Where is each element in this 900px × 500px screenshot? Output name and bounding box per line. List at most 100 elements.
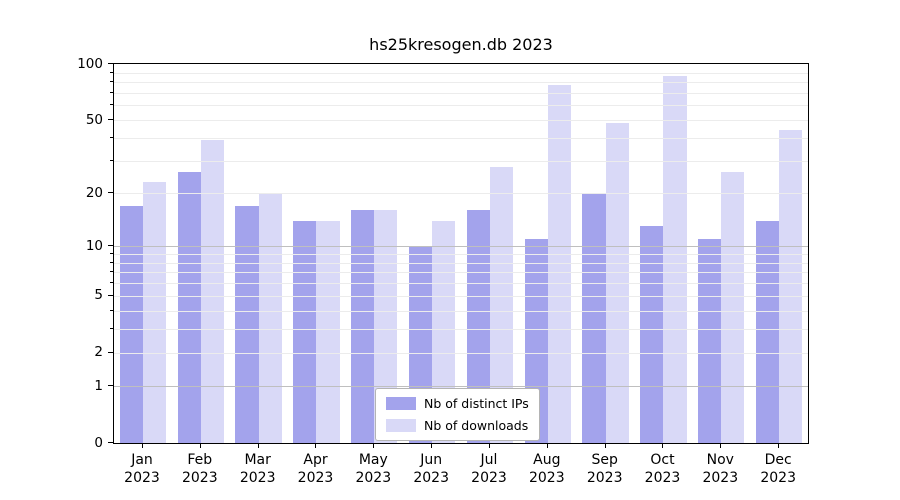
bar-distinct-ips — [698, 238, 722, 443]
x-tick — [373, 444, 375, 448]
bar-distinct-ips — [235, 205, 259, 443]
x-tick-label-nov: Nov 2023 — [691, 451, 749, 487]
y-tick — [108, 385, 113, 387]
x-tick-month: Jun — [420, 452, 443, 468]
x-tick — [315, 444, 317, 448]
y-tick — [108, 294, 113, 296]
bar-downloads — [258, 193, 282, 443]
y-tick-label-100: 100 — [77, 55, 103, 72]
x-tick — [720, 444, 722, 448]
y-tick — [108, 245, 113, 247]
y-tick — [108, 351, 113, 353]
x-tick — [488, 444, 490, 448]
x-tick-month: Jan — [131, 452, 153, 468]
gridline-5 — [114, 295, 808, 297]
x-tick — [662, 444, 664, 448]
y-tick-label-50: 50 — [85, 111, 103, 128]
gridline-2 — [114, 352, 808, 354]
x-tick-label-feb: Feb 2023 — [171, 451, 229, 487]
bar-distinct-ips — [351, 210, 375, 443]
x-tick — [141, 444, 143, 448]
x-tick-year: 2023 — [355, 470, 392, 486]
x-tick-year: 2023 — [760, 470, 796, 486]
y-tick — [108, 442, 113, 443]
gridline-10 — [114, 246, 808, 248]
y-minor-tick — [110, 81, 113, 83]
bar-downloads — [432, 220, 456, 443]
x-tick-label-mar: Mar 2023 — [229, 451, 287, 487]
legend-swatch-distinct-ips — [386, 397, 416, 410]
y-minor-tick — [110, 104, 113, 106]
bar-distinct-ips — [582, 193, 606, 443]
legend-row-downloads: Nb of downloads — [386, 418, 529, 433]
x-tick-month: Oct — [650, 452, 675, 468]
x-tick-label-sep: Sep 2023 — [576, 451, 634, 487]
bar-downloads — [142, 182, 167, 443]
x-tick — [431, 444, 433, 448]
bar-downloads — [374, 210, 398, 443]
gridline-40 — [114, 138, 808, 139]
bar-downloads — [663, 76, 687, 443]
bar-distinct-ips — [466, 210, 490, 443]
x-tick — [257, 444, 259, 448]
x-tick-year: 2023 — [297, 470, 334, 486]
x-tick-month: Nov — [706, 452, 734, 468]
bar-downloads — [721, 172, 745, 443]
x-tick-month: Feb — [187, 452, 213, 468]
plot-area: Nb of distinct IPs Nb of downloads — [113, 63, 809, 444]
y-minor-tick — [110, 261, 113, 263]
x-tick-label-jan: Jan 2023 — [113, 451, 171, 487]
x-tick-year: 2023 — [181, 470, 218, 486]
gridline-6 — [114, 283, 808, 285]
x-tick-label-may: May 2023 — [344, 451, 402, 487]
bar-distinct-ips — [640, 226, 664, 443]
gridline-20 — [114, 193, 808, 194]
bar-downloads — [489, 166, 514, 443]
x-tick-label-dec: Dec 2023 — [749, 451, 807, 487]
y-minor-tick — [110, 282, 113, 284]
x-tick-label-oct: Oct 2023 — [634, 451, 692, 487]
y-minor-tick — [110, 160, 113, 161]
gridline-3 — [114, 329, 808, 331]
x-tick-label-aug: Aug 2023 — [518, 451, 576, 487]
x-tick-year: 2023 — [586, 470, 623, 486]
legend-label-downloads: Nb of downloads — [424, 418, 529, 433]
x-tick-month: Jul — [480, 452, 498, 468]
gridline-4 — [114, 310, 808, 312]
bar-distinct-ips — [177, 172, 201, 443]
y-tick — [108, 63, 113, 64]
y-minor-tick — [110, 71, 113, 73]
bar-downloads — [779, 130, 803, 443]
y-tick-label-10: 10 — [85, 237, 103, 254]
legend-label-distinct-ips: Nb of distinct IPs — [424, 396, 529, 411]
y-tick-label-0: 0 — [94, 434, 103, 451]
x-tick-year: 2023 — [471, 470, 507, 486]
chart-title: hs25kresogen.db 2023 — [369, 35, 553, 54]
bar-downloads — [316, 220, 340, 443]
y-minor-tick — [110, 328, 113, 330]
x-tick-month: Apr — [303, 452, 328, 468]
gridline-50 — [114, 120, 808, 122]
x-tick-month: Sep — [591, 452, 618, 468]
gridline-1 — [114, 386, 808, 388]
legend: Nb of distinct IPs Nb of downloads — [375, 388, 540, 441]
legend-row-distinct-ips: Nb of distinct IPs — [386, 396, 529, 411]
x-tick-year: 2023 — [644, 470, 681, 486]
gridline-70 — [114, 92, 808, 94]
x-tick-year: 2023 — [124, 470, 160, 486]
gridline-9 — [114, 253, 808, 255]
x-tick-year: 2023 — [528, 470, 565, 486]
x-tick-month: Dec — [764, 452, 792, 468]
x-tick — [778, 444, 780, 448]
x-tick — [546, 444, 548, 448]
y-tick — [108, 192, 113, 193]
y-tick-label-5: 5 — [94, 287, 103, 304]
y-tick — [108, 119, 113, 121]
x-tick-label-apr: Apr 2023 — [287, 451, 345, 487]
x-tick-year: 2023 — [413, 470, 449, 486]
x-tick-month: Mar — [244, 452, 271, 468]
x-tick-month: Aug — [533, 452, 561, 468]
bar-distinct-ips — [755, 220, 780, 443]
x-tick-label-jul: Jul 2023 — [460, 451, 518, 487]
